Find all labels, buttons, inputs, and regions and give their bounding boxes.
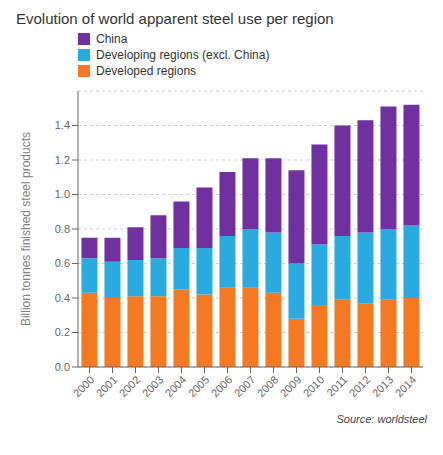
svg-text:0.0: 0.0	[55, 361, 70, 373]
svg-text:2007: 2007	[232, 373, 258, 399]
svg-text:Billion tonnes finished steel: Billion tonnes finished steel products	[19, 132, 33, 326]
svg-text:2004: 2004	[163, 373, 189, 399]
svg-text:1.2: 1.2	[55, 154, 70, 166]
svg-text:2000: 2000	[71, 373, 97, 399]
svg-text:2008: 2008	[255, 373, 281, 399]
svg-text:2003: 2003	[140, 373, 166, 399]
svg-text:2002: 2002	[117, 373, 143, 399]
html-text:Evolution of world apparent st: Evolution of world apparent steel use pe…	[16, 10, 334, 27]
html-text:Source: worldsteel: Source: worldsteel	[336, 413, 427, 425]
svg-text:0.4: 0.4	[55, 292, 70, 304]
html-text:China: China	[96, 32, 128, 46]
svg-text:0.6: 0.6	[55, 257, 70, 269]
svg-text:2012: 2012	[347, 373, 373, 399]
svg-text:2009: 2009	[278, 373, 304, 399]
html-text:Developing regions (excl. Chin: Developing regions (excl. China)	[96, 48, 270, 62]
svg-text:2006: 2006	[209, 373, 235, 399]
svg-text:0.2: 0.2	[55, 326, 70, 338]
svg-text:2014: 2014	[393, 373, 419, 399]
svg-text:2013: 2013	[370, 373, 396, 399]
svg-text:2010: 2010	[301, 373, 327, 399]
svg-text:1.4: 1.4	[55, 119, 70, 131]
svg-text:0.8: 0.8	[55, 223, 70, 235]
svg-text:2005: 2005	[186, 373, 212, 399]
svg-text:1.0: 1.0	[55, 188, 70, 200]
svg-text:2001: 2001	[94, 373, 120, 399]
html-text:Developed regions: Developed regions	[96, 64, 197, 78]
svg-text:2011: 2011	[324, 373, 349, 398]
